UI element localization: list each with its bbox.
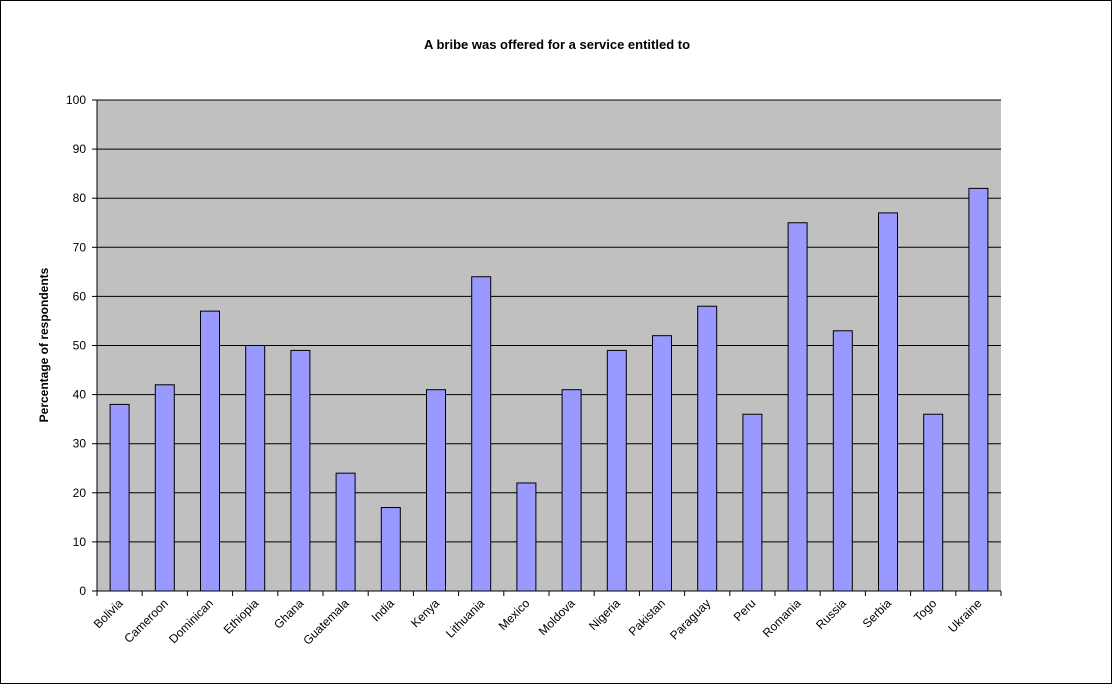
x-tick-label-kenya: Kenya — [408, 596, 442, 630]
x-tick-label-lithuania: Lithuania — [443, 596, 488, 641]
x-tick-label-mexico: Mexico — [496, 596, 533, 633]
x-axis-ticks — [96, 591, 1002, 596]
bar-russia — [832, 330, 853, 592]
y-tick-label: 60 — [73, 289, 87, 303]
bar-india — [380, 507, 401, 592]
x-tick-label-india: India — [369, 596, 398, 625]
bar-guatemala — [335, 472, 356, 592]
bar-romania — [787, 222, 808, 592]
y-tick-label: 80 — [73, 191, 87, 205]
chart-title: A bribe was offered for a service entitl… — [424, 37, 690, 52]
y-tick-label: 10 — [73, 535, 87, 549]
bar-cameroon — [154, 384, 175, 592]
bar-mexico — [516, 482, 537, 592]
bar-paraguay — [697, 305, 718, 592]
bars — [109, 187, 989, 592]
x-tick-label-pakistan: Pakistan — [626, 596, 668, 638]
y-axis-ticks — [92, 99, 97, 592]
bar-serbia — [878, 212, 898, 592]
bar-ethiopia — [245, 345, 266, 592]
bar-togo — [923, 413, 944, 592]
bar-dominican — [200, 310, 220, 592]
bar-pakistan — [652, 335, 672, 592]
x-tick-label-dominican: Dominican — [166, 596, 216, 646]
y-axis-tick-labels: 0 10 20 30 40 50 60 70 80 90 100 — [66, 93, 86, 598]
bar-ghana — [290, 349, 311, 592]
x-tick-label-guatemala: Guatemala — [300, 596, 352, 648]
bar-lithuania — [471, 276, 492, 592]
y-tick-label: 0 — [79, 584, 86, 598]
y-axis-title: Percentage of respondents — [37, 267, 51, 422]
x-tick-label-bolivia: Bolivia — [91, 596, 126, 631]
y-tick-label: 70 — [73, 240, 87, 254]
bar-moldova — [561, 389, 582, 592]
x-tick-label-nigeria: Nigeria — [586, 596, 623, 633]
x-tick-label-romania: Romania — [760, 596, 804, 640]
x-tick-label-peru: Peru — [731, 596, 759, 624]
bar-kenya — [426, 389, 446, 592]
x-tick-label-togo: Togo — [911, 596, 940, 625]
y-tick-label: 20 — [73, 486, 87, 500]
bar-ukraine — [968, 187, 989, 592]
y-tick-label: 30 — [73, 437, 87, 451]
x-tick-label-serbia: Serbia — [860, 596, 895, 631]
x-tick-label-paraguay: Paraguay — [667, 596, 713, 642]
y-tick-label: 100 — [66, 93, 86, 107]
y-tick-label: 90 — [73, 142, 87, 156]
x-tick-label-russia: Russia — [813, 596, 849, 632]
x-tick-label-ukraine: Ukraine — [945, 596, 984, 635]
x-tick-label-ghana: Ghana — [271, 596, 307, 632]
y-tick-label: 40 — [73, 388, 87, 402]
bar-peru — [742, 413, 763, 592]
x-tick-label-moldova: Moldova — [536, 596, 578, 638]
bar-bolivia — [109, 403, 130, 592]
x-tick-label-ethiopia: Ethiopia — [221, 596, 262, 637]
y-tick-label: 50 — [73, 339, 87, 353]
bar-nigeria — [606, 349, 627, 592]
x-tick-label-cameroon: Cameroon — [121, 596, 171, 646]
